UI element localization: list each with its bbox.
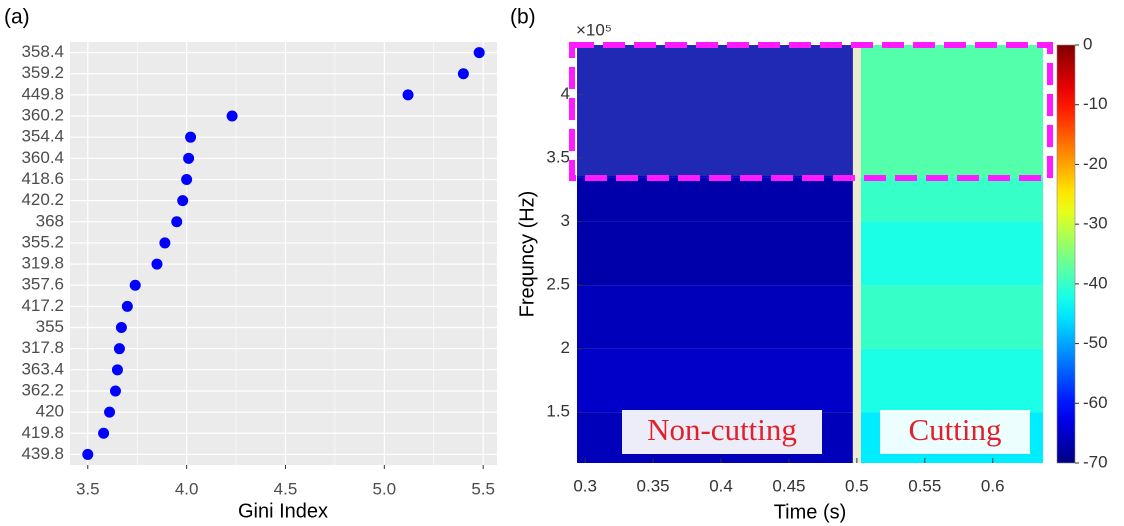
y-tick-label: 417.2 [21,296,64,315]
x-tick-label: 5.5 [471,479,495,498]
y-tick-label: 418.6 [21,169,64,188]
dot [129,279,141,291]
y-tick-label: 358.4 [21,42,64,61]
colorbar [1056,44,1076,464]
x-tick-label: 5.0 [372,479,396,498]
x-tick-label: 0.6 [981,476,1005,495]
dot [98,427,110,439]
y-tick-label: 362.2 [21,380,64,399]
x-axis-label: Time (s) [774,501,847,523]
dot [181,173,193,185]
colorbar-tick-label: -20 [1083,154,1108,173]
dot [109,385,121,397]
annotation-box [622,410,822,454]
y-tick-label: 2.5 [546,275,570,294]
y-tick-label: 368 [36,211,64,230]
y-tick-label: 449.8 [21,84,64,103]
heatmap-cell [577,285,853,349]
x-tick-label: 0.3 [573,476,597,495]
y-tick-label: 3 [561,211,570,230]
heatmap-cell [860,285,1043,349]
x-tick-label: 0.45 [772,476,805,495]
x-axis-label: Gini Index [238,500,328,522]
x-tick-label: 0.5 [845,476,869,495]
dot [185,131,197,143]
y-tick-label: 357.6 [21,275,64,294]
dot [82,448,94,460]
y-tick-label: 359.2 [21,63,64,82]
x-tick-label: 0.55 [908,476,941,495]
dot [177,195,189,207]
annotation: Non-cutting [647,412,797,447]
highlight-box [569,42,1053,181]
heatmap-cell [860,348,1043,413]
y-tick-label: 360.4 [21,148,64,167]
dot [473,47,485,59]
y-tick-label: 363.4 [21,359,64,378]
y-tick-label: 355.2 [21,232,64,251]
panel-label: (a) [4,6,30,29]
dot [115,322,127,334]
heatmap-cell [860,45,1043,178]
colorbar-tick-label: -40 [1083,273,1108,292]
y-tick-label: 439.8 [21,444,64,463]
dot [183,152,195,164]
x-tick-label: 3.5 [76,479,100,498]
dot [402,89,414,101]
panel-a: 3.5 4.0 4.5 5.0 5.5 358.4 359.2 449.8 360.2 354.4… [21,42,497,498]
x-tick-label: 4.5 [274,479,298,498]
y-axis-label: Frequncy (Hz) [516,191,538,318]
y-tick-label: 2 [561,338,570,357]
colorbar-tick-label: -30 [1083,214,1108,233]
y-tick-label: 319.8 [21,254,64,273]
dot [113,343,125,355]
annotation-box [880,410,1030,454]
y-tick-label: 360.2 [21,106,64,125]
y-tick-label: 3.5 [546,148,570,167]
heatmap-cell [860,177,1043,222]
dot [226,110,238,122]
y-tick-label: 420 [36,402,64,421]
panel-a-background [70,42,497,465]
dot [457,68,469,80]
dot [104,406,116,418]
x-tick-label: 0.4 [709,476,733,495]
y-tick-label: 317.8 [21,338,64,357]
x-tick-label: 0.35 [637,476,670,495]
y-tick-label: 355 [36,317,64,336]
heatmap-cell [577,348,853,413]
y-tick-label: 420.2 [21,190,64,209]
colorbar-tick-label: -70 [1083,452,1108,471]
x-tick-label: 4.0 [175,479,199,498]
y-tick-label: 354.4 [21,127,64,146]
annotation: Cutting [908,412,1001,447]
dot [151,258,163,270]
colorbar-tick-label: -60 [1083,393,1108,412]
colorbar-tick-label: 0 [1083,34,1092,53]
heatmap-cell [577,221,853,286]
heatmap-cell [860,221,1043,286]
dot [121,300,133,312]
dot [159,237,171,249]
dot [171,216,183,228]
heatmap-cell [577,177,853,222]
colorbar-tick-label: -50 [1083,333,1108,352]
y-tick-label: 1.5 [546,402,570,421]
y-tick-label: 4 [561,84,570,103]
panel-label: (b) [510,6,536,29]
highlight-overlay [577,45,853,176]
dot [111,364,123,376]
y-offset-label: ×10⁵ [576,20,612,39]
y-tick-label: 419.8 [21,423,64,442]
colorbar-tick-label: -10 [1083,94,1108,113]
